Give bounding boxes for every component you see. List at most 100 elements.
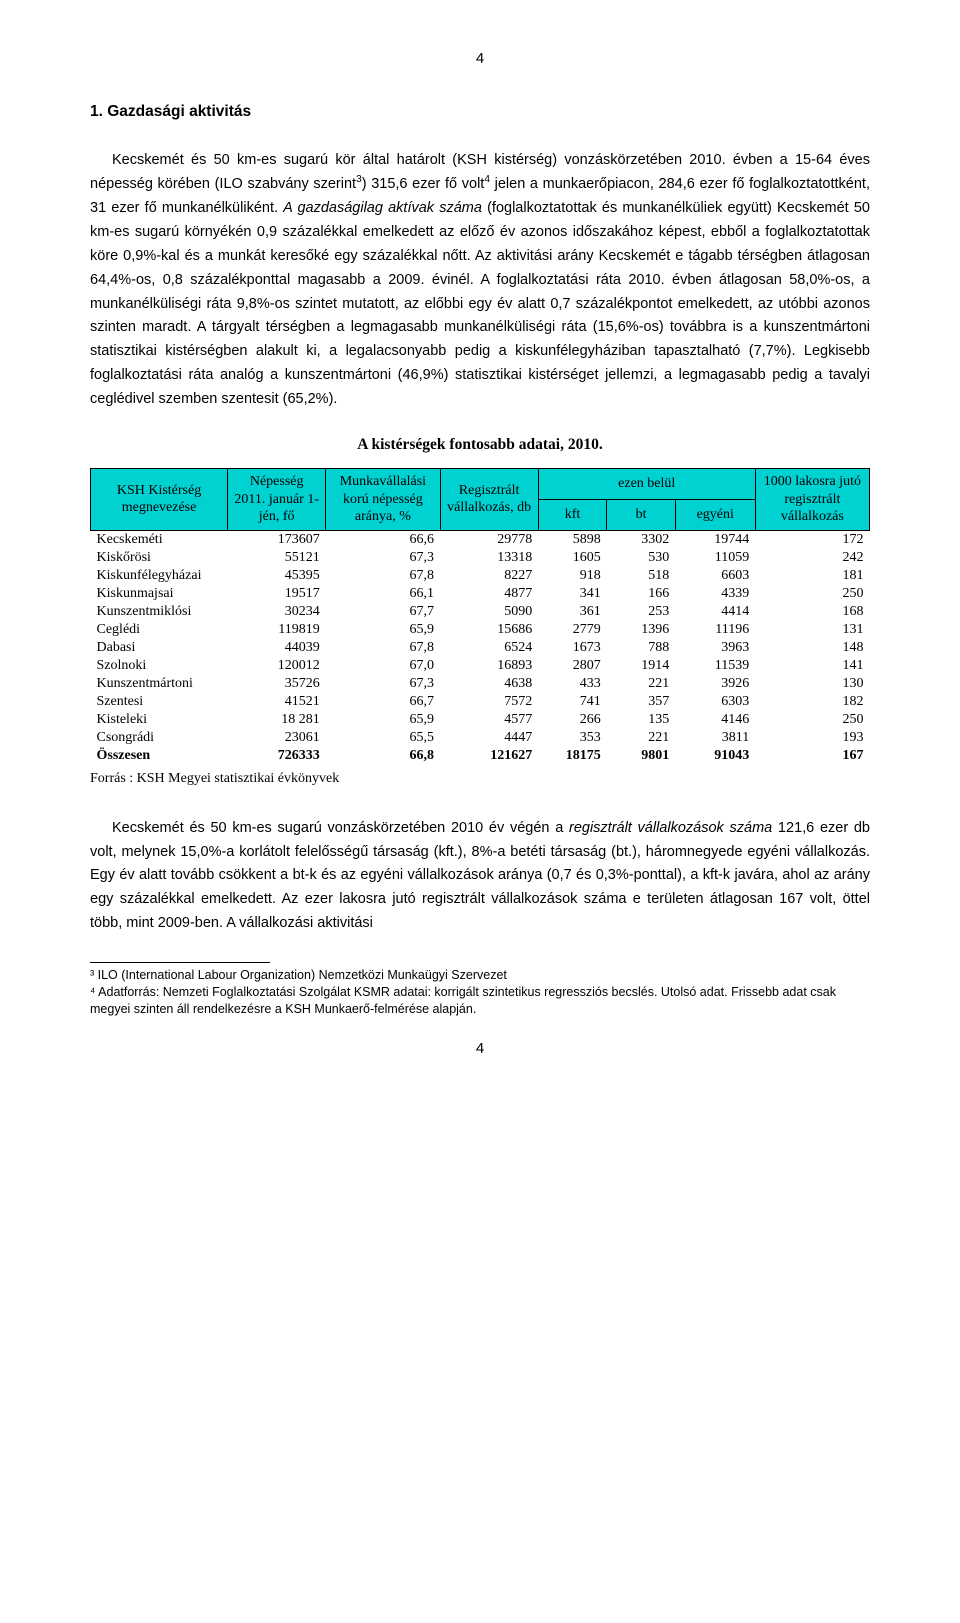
cell-per1000: 167 — [755, 747, 869, 765]
cell-arany: 67,0 — [326, 657, 440, 675]
table-title: A kistérségek fontosabb adatai, 2010. — [90, 436, 870, 454]
cell-reg: 4447 — [440, 729, 538, 747]
cell-per1000: 250 — [755, 711, 869, 729]
cell-reg: 7572 — [440, 693, 538, 711]
cell-name: Kiskunfélegyházai — [91, 567, 228, 585]
th-egyeni: egyéni — [675, 499, 755, 530]
cell-arany: 66,7 — [326, 693, 440, 711]
footnote-rule — [90, 962, 270, 963]
cell-per1000: 242 — [755, 549, 869, 567]
cell-bt: 788 — [607, 639, 676, 657]
cell-kft: 2807 — [538, 657, 607, 675]
cell-per1000: 250 — [755, 585, 869, 603]
cell-nep: 35726 — [228, 675, 326, 693]
cell-name: Csongrádi — [91, 729, 228, 747]
table-header: KSH Kistérség megnevezése Népesség 2011.… — [91, 469, 870, 531]
cell-name: Kiskunmajsai — [91, 585, 228, 603]
cell-name: Kunszentmártoni — [91, 675, 228, 693]
cell-nep: 23061 — [228, 729, 326, 747]
cell-egyeni: 11196 — [675, 621, 755, 639]
cell-per1000: 182 — [755, 693, 869, 711]
cell-name: Ceglédi — [91, 621, 228, 639]
footnote-3: ³ ILO (International Labour Organization… — [90, 967, 870, 984]
cell-name: Kunszentmiklósi — [91, 603, 228, 621]
cell-nep: 30234 — [228, 603, 326, 621]
cell-kft: 341 — [538, 585, 607, 603]
cell-reg: 121627 — [440, 747, 538, 765]
th-population: Népesség 2011. január 1-jén, fő — [228, 469, 326, 531]
cell-bt: 530 — [607, 549, 676, 567]
cell-name: Szentesi — [91, 693, 228, 711]
cell-nep: 173607 — [228, 530, 326, 549]
cell-nep: 120012 — [228, 657, 326, 675]
cell-name: Dabasi — [91, 639, 228, 657]
cell-bt: 253 — [607, 603, 676, 621]
cell-bt: 166 — [607, 585, 676, 603]
cell-reg: 13318 — [440, 549, 538, 567]
page-number-bottom: 4 — [90, 1040, 870, 1057]
table-row: Szentesi 41521 66,7 7572 741 357 6303 18… — [91, 693, 870, 711]
cell-kft: 918 — [538, 567, 607, 585]
cell-nep: 45395 — [228, 567, 326, 585]
table-row: Kunszentmártoni 35726 67,3 4638 433 221 … — [91, 675, 870, 693]
table-body: Kecskeméti 173607 66,6 29778 5898 3302 1… — [91, 530, 870, 765]
cell-reg: 4577 — [440, 711, 538, 729]
cell-reg: 16893 — [440, 657, 538, 675]
cell-arany: 66,1 — [326, 585, 440, 603]
cell-per1000: 130 — [755, 675, 869, 693]
cell-egyeni: 11539 — [675, 657, 755, 675]
cell-per1000: 141 — [755, 657, 869, 675]
cell-egyeni: 4146 — [675, 711, 755, 729]
cell-kft: 1605 — [538, 549, 607, 567]
cell-bt: 135 — [607, 711, 676, 729]
table-row: Kiskunfélegyházai 45395 67,8 8227 918 51… — [91, 567, 870, 585]
cell-nep: 18 281 — [228, 711, 326, 729]
cell-arany: 65,9 — [326, 621, 440, 639]
cell-nep: 119819 — [228, 621, 326, 639]
table-source: Forrás : KSH Megyei statisztikai évkönyv… — [90, 771, 870, 787]
table-row: Szolnoki 120012 67,0 16893 2807 1914 115… — [91, 657, 870, 675]
cell-kft: 353 — [538, 729, 607, 747]
cell-bt: 357 — [607, 693, 676, 711]
table-row: Kunszentmiklósi 30234 67,7 5090 361 253 … — [91, 603, 870, 621]
cell-egyeni: 91043 — [675, 747, 755, 765]
cell-reg: 15686 — [440, 621, 538, 639]
cell-reg: 8227 — [440, 567, 538, 585]
cell-bt: 1396 — [607, 621, 676, 639]
cell-kft: 741 — [538, 693, 607, 711]
cell-egyeni: 19744 — [675, 530, 755, 549]
cell-nep: 55121 — [228, 549, 326, 567]
footnote-4: ⁴ Adatforrás: Nemzeti Foglalkoztatási Sz… — [90, 984, 870, 1018]
cell-arany: 65,5 — [326, 729, 440, 747]
cell-kft: 1673 — [538, 639, 607, 657]
table-row: Dabasi 44039 67,8 6524 1673 788 3963 148 — [91, 639, 870, 657]
cell-arany: 67,8 — [326, 567, 440, 585]
cell-per1000: 131 — [755, 621, 869, 639]
cell-bt: 221 — [607, 675, 676, 693]
table-row: Csongrádi 23061 65,5 4447 353 221 3811 1… — [91, 729, 870, 747]
cell-egyeni: 3963 — [675, 639, 755, 657]
cell-nep: 19517 — [228, 585, 326, 603]
cell-nep: 726333 — [228, 747, 326, 765]
cell-egyeni: 4414 — [675, 603, 755, 621]
cell-per1000: 181 — [755, 567, 869, 585]
cell-reg: 29778 — [440, 530, 538, 549]
cell-kft: 266 — [538, 711, 607, 729]
cell-arany: 65,9 — [326, 711, 440, 729]
th-ezen-group: ezen belül — [538, 469, 755, 500]
cell-name: Összesen — [91, 747, 228, 765]
cell-kft: 2779 — [538, 621, 607, 639]
cell-egyeni: 11059 — [675, 549, 755, 567]
cell-egyeni: 4339 — [675, 585, 755, 603]
cell-reg: 5090 — [440, 603, 538, 621]
cell-egyeni: 3926 — [675, 675, 755, 693]
th-region: KSH Kistérség megnevezése — [91, 469, 228, 531]
cell-name: Szolnoki — [91, 657, 228, 675]
th-per1000: 1000 lakosra jutó regisztrált vállalkozá… — [755, 469, 869, 531]
cell-name: Kisteleki — [91, 711, 228, 729]
cell-name: Kecskeméti — [91, 530, 228, 549]
cell-reg: 4638 — [440, 675, 538, 693]
cell-per1000: 172 — [755, 530, 869, 549]
th-workingage: Munkavállalási korú népesség aránya, % — [326, 469, 440, 531]
cell-arany: 67,3 — [326, 675, 440, 693]
